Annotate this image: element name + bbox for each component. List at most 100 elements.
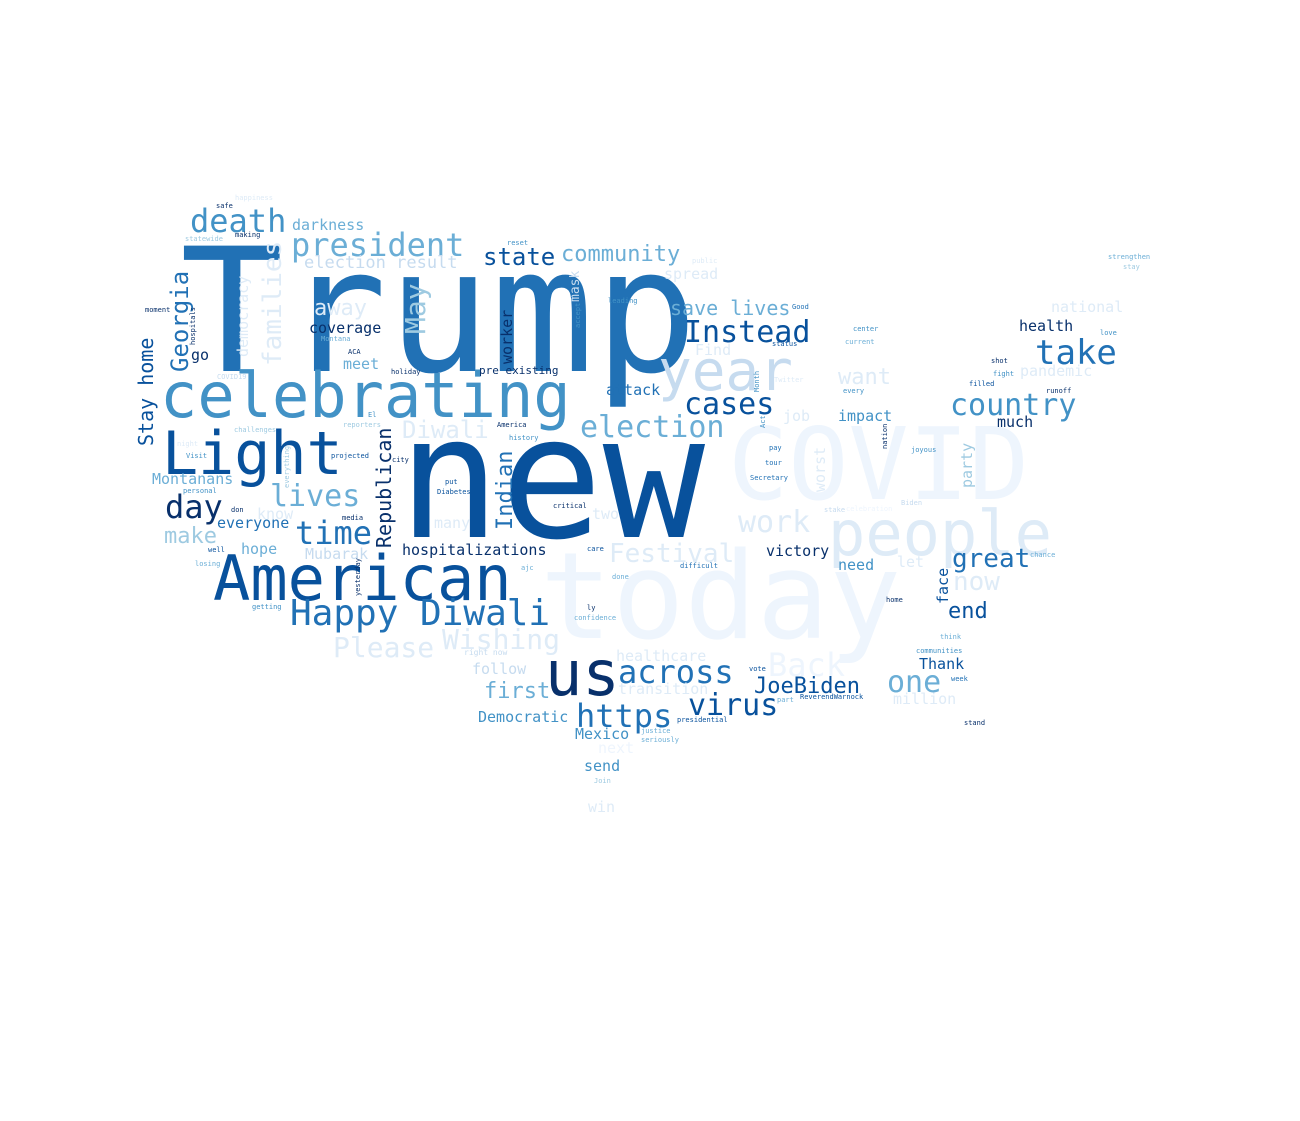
word-american: American (213, 542, 512, 615)
word-let: let (897, 553, 925, 571)
word-fight: fight (993, 370, 1015, 378)
word-new: new (398, 380, 706, 578)
word-projected: projected (331, 452, 369, 460)
word-go: go (191, 346, 210, 364)
word-aca: ACA (348, 348, 361, 356)
word-everything: everything (283, 445, 291, 488)
word-great: great (952, 544, 1031, 574)
word-reporters: reporters (343, 421, 381, 429)
word-find: Find (695, 341, 732, 359)
word-diabetes: Diabetes (437, 488, 471, 496)
word-secretary: Secretary (750, 474, 788, 482)
word-two: two (592, 505, 620, 523)
word-safe: safe (216, 202, 233, 210)
word-president: president (291, 226, 465, 264)
word-statewide: statewide (185, 235, 223, 243)
word-community: community (561, 242, 681, 267)
word-america: America (497, 421, 527, 429)
word-mexico: Mexico (575, 725, 630, 743)
word-across: across (618, 653, 734, 691)
word-hospitals: hospitals (189, 307, 197, 345)
word-election-result: election result (304, 253, 458, 273)
word-tour: tour (765, 459, 782, 467)
word-biden: Biden (901, 499, 923, 507)
word-stay: stay (1123, 263, 1140, 271)
word-back: Back (768, 646, 846, 684)
word-festival: Festival (609, 539, 735, 569)
word-holiday: holiday (391, 368, 421, 376)
word-city: city (392, 456, 409, 464)
word-pandemic: pandemic (1020, 362, 1093, 380)
word-face: face (934, 567, 952, 604)
word-may: May (399, 283, 432, 334)
word-mubarak: Mubarak (305, 545, 369, 563)
word-party: party (958, 442, 976, 488)
word-reset: reset (507, 239, 529, 247)
word-pre-existing: pre existing (479, 364, 559, 377)
word-history: history (509, 434, 539, 442)
word-part: part (777, 696, 794, 704)
word-current: current (845, 338, 875, 346)
word-hospitalizations: hospitalizations (402, 541, 547, 559)
word-darkness: darkness (292, 216, 365, 234)
word-light: Light (162, 419, 343, 489)
word-national: national (1051, 298, 1124, 316)
word-many: many (434, 514, 471, 532)
word-public: public (692, 257, 718, 265)
word-us: us (545, 637, 620, 710)
word-chance: chance (1030, 551, 1056, 559)
word-joyous: joyous (911, 446, 937, 454)
word-done: done (612, 573, 629, 581)
word-accept: accept (574, 302, 582, 328)
word-happy-diwali: Happy Diwali (290, 593, 551, 634)
word-families: families (258, 240, 288, 366)
word-think: think (940, 633, 962, 641)
word-ly: ly (587, 604, 596, 612)
word-democratic: Democratic (478, 708, 569, 726)
word-filled: filled (969, 380, 995, 388)
word-death: death (190, 202, 287, 240)
word-nation: nation (881, 423, 889, 449)
word-stake: stake (824, 506, 846, 514)
word-month: Month (753, 370, 761, 392)
word-losing: losing (195, 560, 221, 568)
word-country: country (950, 388, 1077, 423)
word-runoff: runoff (1046, 387, 1072, 395)
word-every: every (843, 387, 865, 395)
word-win: win (588, 798, 616, 816)
word-meet: meet (343, 355, 380, 373)
word-el: El (368, 411, 377, 419)
word-center: center (853, 325, 879, 333)
word-need: need (838, 556, 875, 574)
word-save-lives: save lives (670, 296, 791, 320)
word-celebration: celebration (846, 505, 893, 513)
word-night: night (177, 440, 199, 448)
word-well: well (208, 546, 225, 554)
word-stay-home: Stay home (134, 337, 158, 446)
word-impact: impact (838, 407, 893, 425)
word-now: now (953, 567, 1000, 597)
word-much: much (997, 413, 1034, 431)
word-strengthen: strengthen (1108, 253, 1151, 261)
word-montanans: Montanans (152, 470, 234, 488)
word-pay: pay (769, 444, 782, 452)
word-covid19: COVID19 (217, 373, 247, 381)
word-put: put (445, 478, 458, 486)
word-next: next (598, 739, 635, 757)
word-https: https (576, 697, 673, 735)
word-leading: leading (608, 297, 638, 305)
word-shot: shot (991, 357, 1008, 365)
word-million: million (893, 690, 957, 708)
word-mask: mask (568, 270, 583, 302)
word-reverendwarnock: ReverendWarnock (800, 693, 864, 701)
word-everyone: everyone (217, 514, 290, 532)
word-presidential: presidential (677, 716, 728, 724)
word-happiness: happiness (235, 194, 273, 202)
word-follow: follow (472, 660, 527, 678)
word-seriously: seriously (641, 736, 679, 744)
word-status: status (772, 340, 798, 348)
word-trump: Trump (180, 211, 698, 412)
word-act: Act (759, 415, 767, 428)
word-wishing: Wishing (442, 623, 561, 656)
word-attack: attack (606, 381, 661, 399)
